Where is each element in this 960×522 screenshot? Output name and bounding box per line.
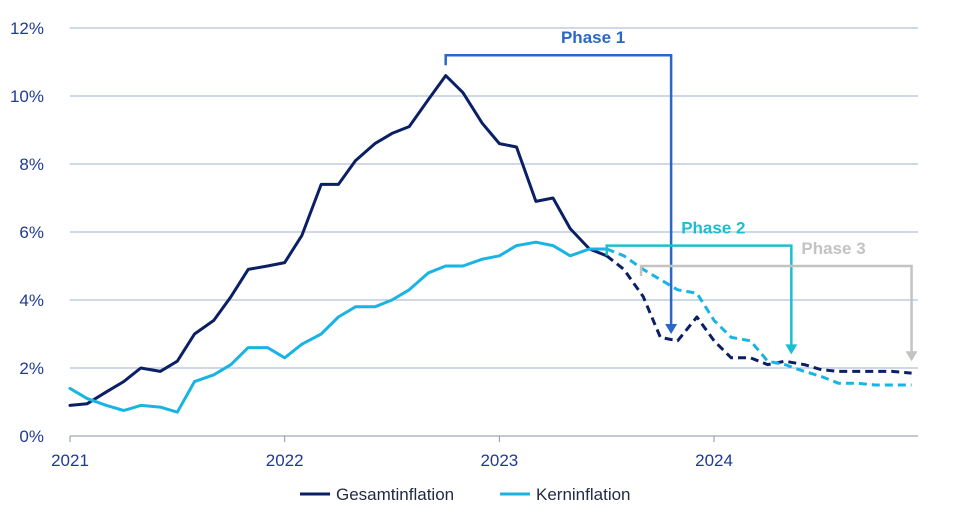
y-tick-label: 6% xyxy=(19,223,44,242)
y-tick-label: 8% xyxy=(19,155,44,174)
series-line-3 xyxy=(606,247,912,387)
grid-lines xyxy=(70,27,918,437)
phase-1-arrowhead xyxy=(665,324,678,334)
series-lines xyxy=(68,74,912,414)
y-tick-label: 2% xyxy=(19,359,44,378)
x-tick-label: 2024 xyxy=(695,451,733,470)
y-tick-label: 12% xyxy=(10,19,44,38)
phase-3-label: Phase 3 xyxy=(801,239,865,258)
x-tick-label: 2023 xyxy=(480,451,518,470)
y-tick-label: 4% xyxy=(19,291,44,310)
x-tick-label: 2021 xyxy=(51,451,89,470)
legend-label-0: Gesamtinflation xyxy=(336,485,454,504)
legend-label-1: Kerninflation xyxy=(536,485,631,504)
phase-3-arrowhead xyxy=(905,351,918,362)
phase-annotations: Phase 1 Phase 2 Phase 3 xyxy=(444,28,918,362)
phase-2-label: Phase 2 xyxy=(681,219,745,238)
phase-3-bracket xyxy=(639,264,913,354)
legend: Gesamtinflation Kerninflation xyxy=(300,485,631,504)
phase-1-label: Phase 1 xyxy=(561,28,625,47)
x-axis-ticks: 2021 2022 2023 2024 xyxy=(51,436,733,470)
y-tick-label: 0% xyxy=(19,427,44,446)
phase-1-bracket xyxy=(444,53,673,326)
series-line-0 xyxy=(68,74,609,407)
phase-2-bracket xyxy=(605,244,793,347)
series-line-2 xyxy=(68,240,609,414)
y-axis-ticks: 0% 2% 4% 6% 8% 10% 12% xyxy=(10,19,44,446)
x-tick-label: 2022 xyxy=(266,451,304,470)
series-line-1 xyxy=(605,254,912,375)
y-tick-label: 10% xyxy=(10,87,44,106)
phase-2-arrowhead xyxy=(785,344,798,355)
